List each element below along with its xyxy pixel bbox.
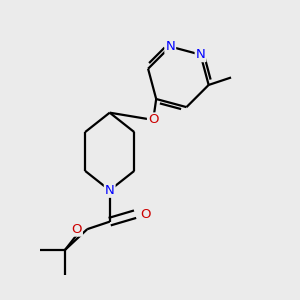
Text: O: O bbox=[71, 223, 82, 236]
Text: N: N bbox=[105, 184, 115, 197]
Text: N: N bbox=[196, 48, 206, 61]
Text: O: O bbox=[148, 113, 158, 126]
Text: N: N bbox=[165, 40, 175, 53]
Text: O: O bbox=[140, 208, 151, 221]
